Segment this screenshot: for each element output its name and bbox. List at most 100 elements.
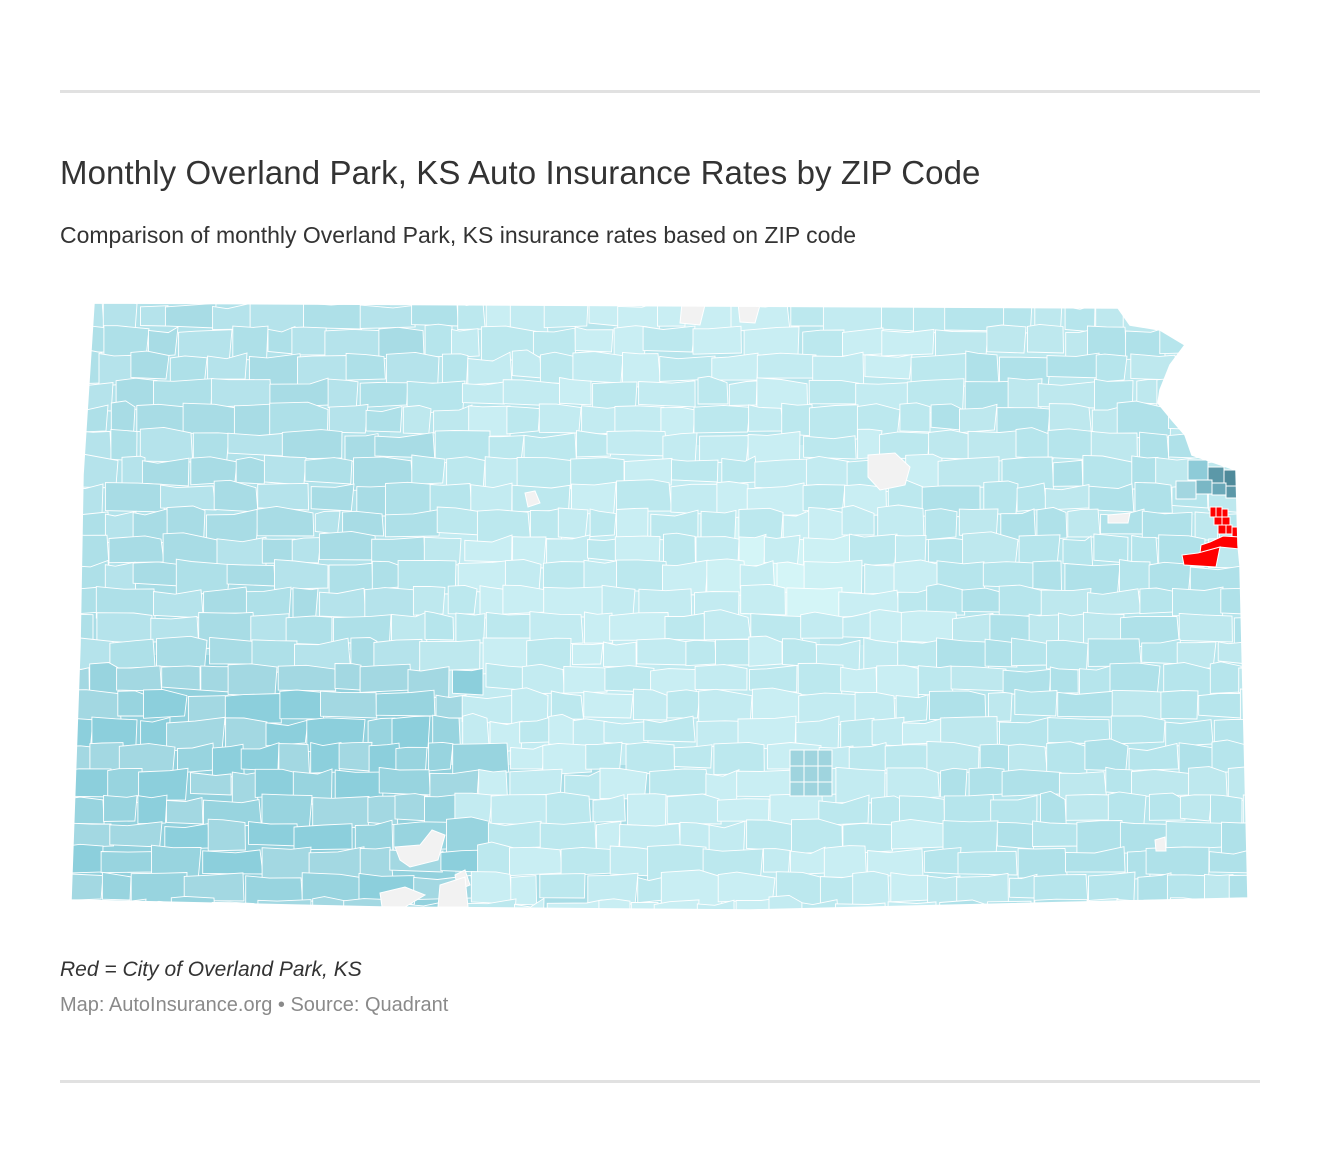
top-divider — [60, 90, 1260, 93]
zip-code-area — [451, 328, 480, 359]
zip-code-area — [572, 718, 608, 748]
zip-code-area — [110, 400, 136, 433]
zip-code-area — [1052, 459, 1084, 487]
zip-code-area — [178, 329, 233, 361]
zip-code-area — [461, 380, 508, 405]
zip-code-area — [939, 899, 985, 910]
kansas-city-zip-cluster — [1175, 459, 1239, 500]
zip-code-area — [698, 688, 753, 726]
zip-code-area — [781, 402, 814, 437]
zip-code-area — [202, 849, 264, 875]
zip-code-area — [141, 457, 190, 487]
zip-code-area — [886, 767, 940, 801]
zip-code-area — [539, 873, 586, 899]
zip-code-area — [803, 559, 863, 594]
zip-code-area — [140, 305, 169, 327]
zip-code-area — [277, 664, 337, 692]
zip-code-area — [1105, 766, 1133, 795]
zip-code-area — [257, 899, 312, 910]
zip-code-area — [881, 303, 916, 332]
zip-code-area — [738, 507, 784, 543]
zip-code-area — [100, 851, 157, 874]
zip-code-area — [103, 325, 150, 360]
zip-code-area — [823, 845, 868, 879]
zip-code-area — [717, 871, 776, 903]
zip-code-area — [109, 638, 156, 670]
zip-code-area — [587, 538, 619, 562]
zip-code-area — [320, 690, 378, 719]
zip-code-area — [164, 823, 211, 850]
zip-code-area — [108, 535, 165, 564]
zip-code-area — [1065, 794, 1112, 821]
source-credit: Map: AutoInsurance.org • Source: Quadran… — [60, 994, 449, 1016]
zip-code-area — [715, 639, 753, 666]
zip-code-area — [200, 665, 233, 693]
zip-code-area — [1088, 483, 1135, 513]
zip-code-area — [1032, 820, 1083, 847]
zip-code-area — [627, 793, 667, 828]
zip-code-area — [841, 505, 875, 536]
state-border — [70, 302, 1249, 911]
zip-code-area — [1254, 383, 1260, 412]
zip-code-area — [852, 870, 890, 910]
zip-code-area — [1256, 848, 1260, 874]
zip-code-area — [1095, 353, 1128, 383]
zip-code-area — [928, 429, 973, 460]
zip-code-area — [782, 638, 819, 668]
zip-code-area — [452, 667, 484, 696]
zip-code-area — [96, 612, 153, 644]
zip-code-area — [708, 820, 746, 853]
no-data-area — [1107, 512, 1131, 524]
zip-code-area — [166, 505, 206, 538]
zip-code-area — [805, 455, 853, 488]
zip-code-area — [424, 323, 453, 358]
zip-code-area — [557, 507, 589, 540]
zip-code-area — [748, 404, 785, 432]
zip-code-area — [927, 537, 966, 565]
zip-code-area — [1065, 846, 1126, 873]
zip-code-area — [419, 639, 481, 672]
zip-code-area — [961, 587, 1001, 613]
zip-code-area — [476, 509, 532, 545]
zip-code-area — [1165, 820, 1225, 851]
zip-code-area — [768, 894, 804, 910]
zip-code-area — [232, 325, 269, 362]
zip-code-area — [71, 324, 105, 353]
zip-code-area — [148, 900, 175, 910]
zip-code-area — [1221, 821, 1248, 855]
zip-code-area — [1165, 719, 1214, 747]
zip-code-area — [936, 637, 989, 670]
legend-note: Red = City of Overland Park, KS — [60, 958, 362, 981]
zip-code-area — [864, 354, 913, 380]
zip-code-area — [638, 380, 696, 408]
zip-code-area — [739, 560, 776, 591]
zip-code-area — [695, 536, 740, 564]
zip-code-area — [842, 327, 884, 357]
zip-code-area — [514, 897, 545, 910]
zip-code-area — [791, 818, 843, 854]
zip-code-area — [666, 689, 701, 719]
zip-code-area — [314, 510, 341, 535]
zip-code-area — [894, 534, 927, 567]
zip-code-area — [478, 768, 508, 796]
zip-code-area — [1254, 510, 1260, 539]
zip-code-area — [385, 351, 440, 385]
zip-code-area — [996, 821, 1037, 850]
zip-code-area — [1016, 482, 1048, 512]
no-data-area — [394, 829, 446, 868]
zip-code-area — [1168, 408, 1226, 432]
zip-code-area — [440, 849, 481, 873]
zip-code-area — [998, 584, 1045, 619]
zip-code-area — [490, 794, 550, 826]
zip-code-area — [716, 798, 770, 822]
zip-code-area — [589, 508, 617, 538]
zip-code-area — [1179, 794, 1213, 822]
zip-code-area — [666, 793, 722, 825]
zip-code-area — [1046, 741, 1088, 775]
zip-code-area — [71, 822, 115, 849]
zip-code-area — [364, 587, 418, 618]
zip-code-area — [1178, 351, 1238, 383]
zip-code-area — [583, 611, 614, 644]
zip-code-area — [397, 559, 457, 595]
zip-code-area — [166, 797, 204, 825]
